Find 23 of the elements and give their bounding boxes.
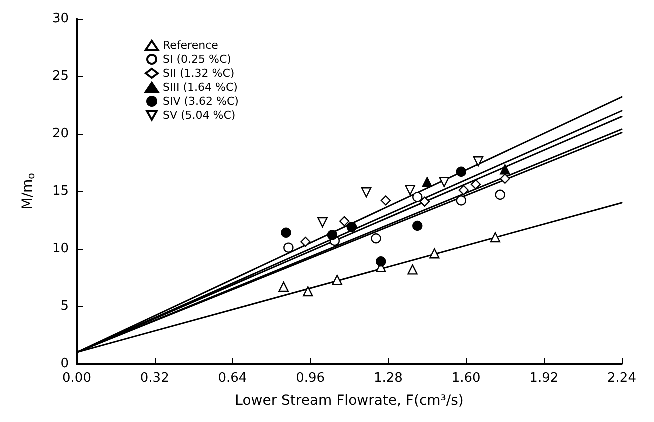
x-tick-label: 0.64 [218,371,248,386]
x-tick-label: 0.00 [62,371,92,386]
legend-label: SIV (3.62 %C) [163,95,239,108]
y-tick-label: 25 [52,69,69,84]
x-tick-label: 1.92 [530,371,559,386]
legend-label: SV (5.04 %C) [163,109,236,122]
x-tick-label: 1.28 [374,371,403,386]
legend-label: SII (1.32 %C) [163,67,235,80]
x-tick-label: 0.32 [140,371,170,386]
y-tick-label: 10 [52,242,69,256]
y-tick-label: 15 [52,184,69,199]
y-tick-label: 20 [52,126,69,142]
y-tick-label: 5 [60,299,69,314]
x-tick-label: 0.96 [296,371,326,386]
y-axis-title: M/mo [20,173,38,210]
y-tick-label: 30 [52,12,69,26]
legend-label: Reference [163,39,219,52]
y-tick-label: 0 [60,356,69,372]
x-tick-label: 1.60 [452,371,481,386]
x-axis-title: Lower Stream Flowrate, F(cm³/s) [235,393,464,409]
legend-label: SIII (1.64 %C) [163,81,238,94]
x-tick-label: 2.24 [608,371,636,386]
legend-label: SI (0.25 %C) [163,53,232,66]
